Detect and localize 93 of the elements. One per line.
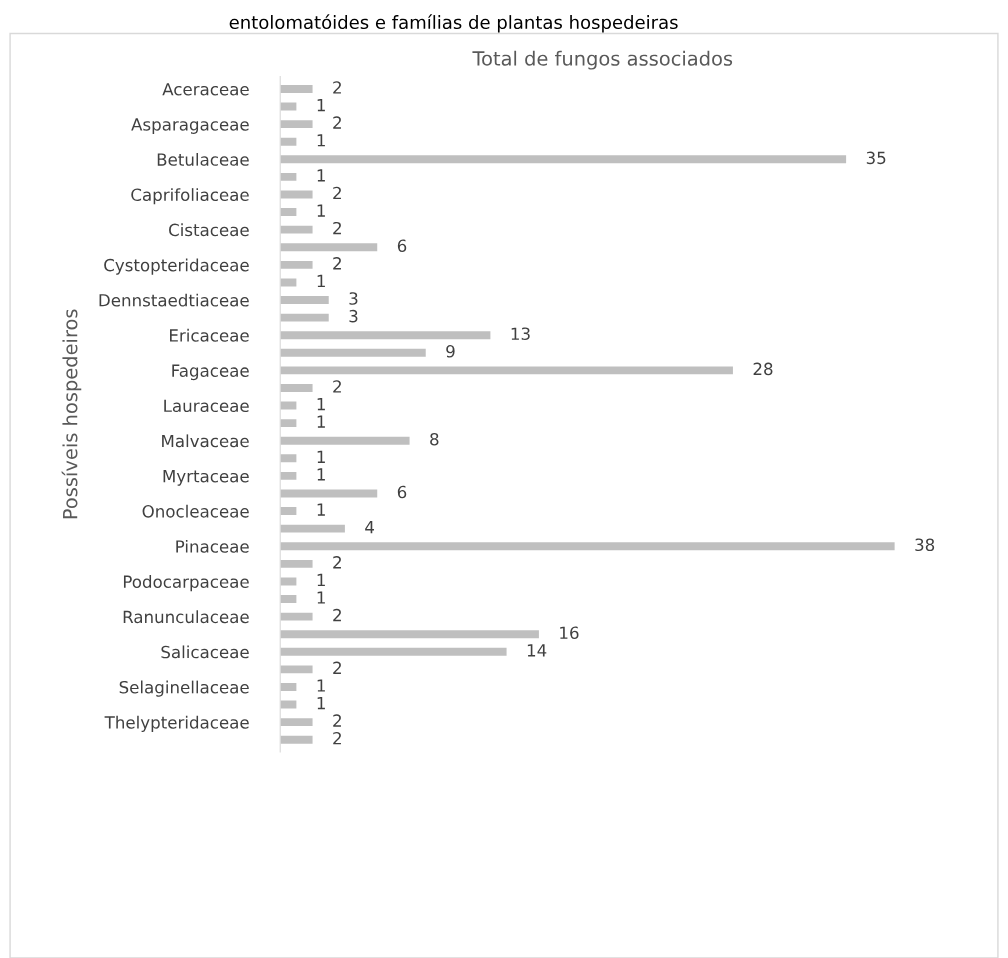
data-label: 3 — [349, 309, 358, 323]
y-tick-label: Ericaceae — [170, 328, 249, 342]
bar — [280, 559, 313, 568]
data-label: 1 — [317, 450, 325, 463]
chart-title: Total de fungos associados — [472, 50, 733, 70]
bar — [280, 348, 426, 357]
y-tick-label: Salicaceae — [161, 645, 249, 659]
y-tick-label: Podocarpaceae — [123, 575, 249, 592]
data-label: 1 — [317, 134, 325, 147]
data-label: 1 — [317, 415, 325, 428]
data-label: 14 — [527, 644, 547, 657]
bar — [280, 419, 297, 428]
y-tick-label: Cistaceae — [169, 223, 249, 237]
bar — [280, 225, 313, 234]
data-label: 1 — [317, 169, 325, 182]
data-label: 3 — [349, 292, 358, 305]
bar — [280, 243, 378, 252]
bar — [280, 683, 297, 691]
data-label: 16 — [560, 626, 579, 640]
data-label: 2 — [333, 661, 341, 674]
data-label: 2 — [333, 608, 341, 622]
data-label: 1 — [317, 503, 325, 516]
data-label: 35 — [866, 151, 886, 165]
bar — [280, 155, 847, 164]
data-label: 2 — [333, 81, 341, 94]
bar — [280, 507, 297, 516]
data-label: 1 — [317, 468, 325, 481]
bar — [280, 313, 329, 322]
bar — [280, 331, 491, 340]
data-label: 2 — [333, 731, 341, 745]
y-tick-label: Asparagaceae — [131, 118, 249, 134]
data-label: 1 — [317, 573, 325, 587]
bar — [280, 278, 297, 287]
y-tick-label: Betulaceae — [157, 152, 249, 166]
data-label: 2 — [333, 116, 341, 129]
bar — [280, 436, 410, 445]
bar — [280, 120, 313, 129]
data-label: 9 — [446, 345, 455, 358]
y-tick-label: Pinaceae — [176, 539, 249, 553]
data-label: 1 — [317, 696, 325, 710]
bar — [280, 366, 733, 375]
bar — [280, 208, 297, 217]
bar — [280, 524, 345, 533]
bar — [280, 172, 297, 181]
y-tick-label: Dennstaedtiaceae — [99, 293, 249, 307]
data-label: 1 — [317, 274, 325, 288]
data-label: 2 — [333, 186, 341, 200]
bar — [280, 471, 297, 480]
y-tick-label: Onocleaceae — [142, 504, 249, 518]
bar — [280, 647, 507, 656]
data-label: 1 — [317, 591, 325, 604]
y-tick-label: Lauraceae — [164, 399, 249, 413]
data-label: 2 — [333, 556, 341, 569]
bar — [280, 137, 297, 146]
y-tick-label: Thelypteridaceae — [104, 715, 249, 732]
bar — [280, 384, 313, 392]
bar — [280, 612, 313, 621]
data-label: 28 — [753, 362, 773, 376]
y-axis-title: Possíveis hospedeiros — [61, 309, 82, 519]
data-label: 8 — [430, 432, 439, 446]
data-label: 1 — [317, 204, 325, 217]
data-label: 6 — [397, 239, 407, 253]
data-label: 13 — [511, 327, 530, 341]
data-label: 38 — [915, 538, 935, 552]
data-label: 1 — [317, 679, 325, 692]
y-tick-label: Fagaceae — [172, 364, 249, 381]
data-label: 1 — [317, 98, 325, 112]
data-label: 2 — [333, 380, 341, 393]
bar — [280, 260, 313, 269]
y-tick-label: Ranunculaceae — [123, 610, 249, 624]
bar — [280, 296, 329, 304]
y-tick-label: Aceraceae — [162, 83, 249, 96]
data-label: 6 — [397, 485, 407, 499]
bar — [280, 718, 313, 727]
data-label: 2 — [333, 221, 341, 235]
y-tick-label: Selaginellaceae — [119, 680, 249, 697]
y-tick-label: Cystopteridaceae — [104, 258, 249, 275]
bar — [280, 454, 297, 463]
bar — [280, 735, 313, 744]
bar — [280, 630, 539, 639]
bar — [280, 577, 297, 586]
data-label: 1 — [317, 397, 325, 411]
data-label: 2 — [333, 714, 341, 727]
text: entolomatóides e famílias de plantas hospedeiras — [229, 14, 678, 33]
data-label: 4 — [365, 521, 375, 534]
bar — [280, 665, 313, 674]
bar — [280, 595, 297, 603]
y-tick-label: Myrtaceae — [163, 470, 249, 486]
bar — [280, 542, 895, 551]
bar — [280, 84, 313, 93]
y-tick-label: Caprifoliaceae — [131, 188, 249, 205]
data-label: 2 — [333, 257, 341, 270]
y-tick-label: Malvaceae — [162, 434, 249, 448]
